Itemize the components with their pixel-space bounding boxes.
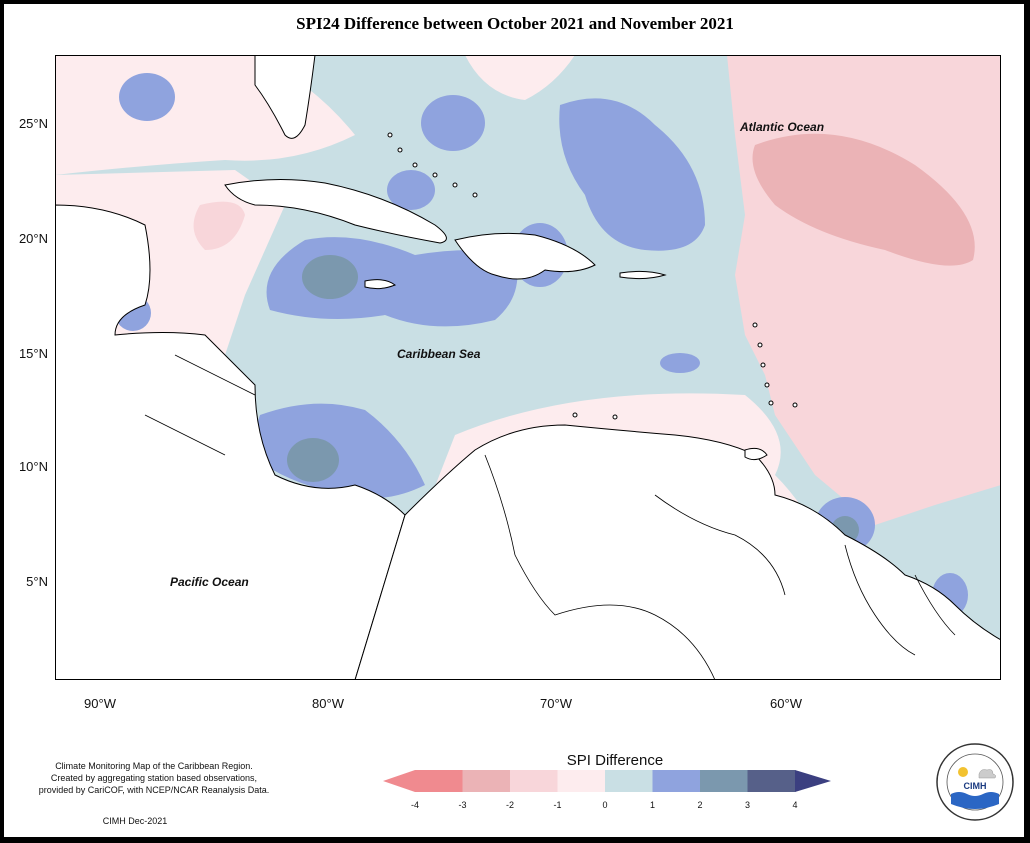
wet-core-panama <box>287 438 339 482</box>
credit-line: Created by aggregating station based obs… <box>50 773 258 783</box>
legend-swatch <box>605 770 653 792</box>
legend-tick: 4 <box>792 800 798 810</box>
legend-tick: 0 <box>602 800 608 810</box>
florida <box>254 55 316 139</box>
legend-swatch <box>747 770 796 792</box>
legend-tick: -3 <box>458 800 467 810</box>
waves-icon <box>951 792 999 809</box>
credit-line: Climate Monitoring Map of the Caribbean … <box>55 761 253 771</box>
lat-tick: 15°N <box>18 346 48 361</box>
atlantic-dry-core <box>752 133 975 266</box>
yucatan-central-america <box>55 204 406 680</box>
legend-tick: -2 <box>505 800 514 810</box>
lat-tick: 20°N <box>18 231 48 246</box>
small-islands <box>387 132 798 420</box>
credit-line: provided by CariCOF, with NCEP/NCAR Rean… <box>38 785 270 795</box>
cuba <box>224 178 447 244</box>
lon-tick: 80°W <box>312 696 344 711</box>
lon-tick: 70°W <box>540 696 572 711</box>
south-america <box>354 424 1001 680</box>
top-center-dry <box>465 55 575 100</box>
legend-swatch <box>415 770 463 792</box>
lat-tick: 5°N <box>26 574 48 589</box>
trinidad <box>744 447 768 461</box>
wet-blob-gulf <box>119 73 175 121</box>
lat-tick: 10°N <box>18 459 48 474</box>
spi-map <box>55 55 1001 680</box>
lat-tick: 25°N <box>18 116 48 131</box>
credit-text: Climate Monitoring Map of the Caribbean … <box>24 760 284 796</box>
logo-text: CIMH <box>964 781 987 791</box>
legend-colorbar <box>383 770 831 792</box>
legend-title: SPI Difference <box>566 752 664 769</box>
label-atlantic: Atlantic Ocean <box>740 120 825 134</box>
legend-arrow-low <box>383 770 415 792</box>
landmasses <box>55 55 1001 680</box>
legend-swatch <box>652 770 701 792</box>
legend-tick: -1 <box>553 800 562 810</box>
wet-blob-bahamas <box>421 95 485 151</box>
legend-tick: 1 <box>649 800 655 810</box>
credit-date: CIMH Dec-2021 <box>102 816 168 826</box>
hispaniola <box>454 232 596 280</box>
jamaica <box>364 279 396 290</box>
sun-icon <box>958 767 968 777</box>
legend-arrow-high <box>795 770 831 792</box>
label-pacific: Pacific Ocean <box>170 575 249 589</box>
map-title: SPI24 Difference between October 2021 an… <box>296 14 734 33</box>
wet-blob-atlantic <box>559 98 705 251</box>
cimh-logo: CIMH <box>936 743 1014 821</box>
label-caribbean: Caribbean Sea <box>397 347 481 361</box>
legend-tick: 3 <box>744 800 750 810</box>
lon-tick: 60°W <box>770 696 802 711</box>
wet-blob-east-carib <box>660 353 700 373</box>
lon-tick: 90°W <box>84 696 116 711</box>
legend-swatch <box>557 770 606 792</box>
legend-tick: -4 <box>410 800 419 810</box>
wet-core-jamaica <box>302 255 358 299</box>
legend-tick: 2 <box>697 800 703 810</box>
puerto-rico <box>619 270 667 280</box>
legend-swatch <box>510 770 558 792</box>
legend-swatch <box>462 770 511 792</box>
wet-blob-cuba <box>387 170 435 210</box>
legend-swatch <box>700 770 748 792</box>
boundaries <box>144 354 956 680</box>
cloud-icon <box>978 769 996 779</box>
west-dry-spot <box>193 201 245 250</box>
